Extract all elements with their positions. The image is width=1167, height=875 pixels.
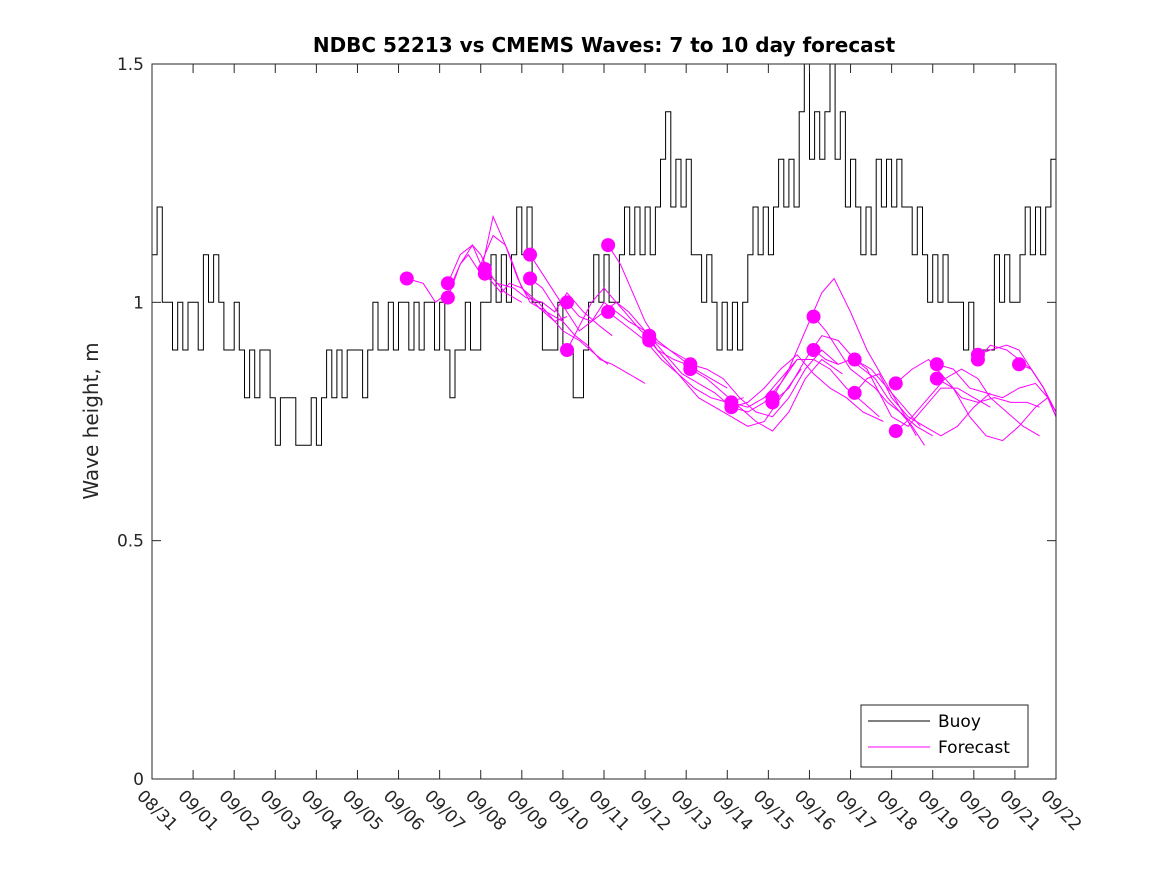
forecast-series-line bbox=[854, 373, 991, 437]
forecast-start-marker bbox=[847, 385, 862, 400]
forecast-start-marker bbox=[440, 276, 455, 291]
forecast-start-marker bbox=[601, 238, 616, 253]
forecast-start-marker bbox=[765, 395, 780, 410]
legend: Buoy Forecast bbox=[860, 704, 1029, 768]
forecast-start-marker bbox=[560, 295, 575, 310]
forecast-series-line bbox=[607, 244, 728, 389]
forecast-series-line bbox=[484, 268, 613, 337]
forecast-series-line bbox=[566, 287, 687, 360]
series-layer bbox=[152, 64, 1056, 446]
forecast-start-marker bbox=[601, 304, 616, 319]
forecast-series-line bbox=[895, 358, 1040, 408]
forecast-series-line bbox=[447, 214, 568, 322]
forecast-series-line bbox=[936, 378, 1056, 442]
y-axis-label: Wave height, m bbox=[79, 342, 103, 499]
forecast-start-marker bbox=[477, 266, 492, 281]
forecast-series-line bbox=[936, 363, 1056, 413]
forecast-start-marker bbox=[523, 271, 538, 286]
forecast-start-markers bbox=[399, 238, 1027, 439]
legend-box bbox=[860, 704, 1029, 768]
forecast-start-marker bbox=[560, 343, 575, 357]
forecast-series-line bbox=[854, 359, 991, 427]
forecast-series-line bbox=[813, 316, 925, 446]
forecast-start-marker bbox=[970, 352, 985, 367]
chart-title: NDBC 52213 vs CMEMS Waves: 7 to 10 day f… bbox=[313, 33, 896, 57]
forecast-series-line bbox=[406, 244, 523, 304]
forecast-start-marker bbox=[806, 309, 821, 324]
buoy-series-line bbox=[152, 64, 1056, 446]
legend-label-buoy: Buoy bbox=[938, 712, 981, 732]
forecast-start-marker bbox=[888, 424, 903, 439]
forecast-start-marker bbox=[929, 357, 944, 372]
plot-area bbox=[152, 64, 1056, 779]
forecast-series-line bbox=[648, 340, 802, 427]
forecast-start-marker bbox=[399, 271, 414, 286]
y-axis: 0 0.5 1 1.5 bbox=[117, 55, 1056, 790]
forecast-start-marker bbox=[523, 247, 538, 262]
forecast-start-marker bbox=[806, 343, 821, 357]
forecast-series-line bbox=[484, 273, 609, 365]
forecast-series-line bbox=[772, 335, 921, 427]
forecast-series-line bbox=[731, 354, 884, 422]
forecast-start-marker bbox=[724, 400, 739, 415]
forecast-series-line bbox=[529, 254, 646, 332]
forecast-start-marker bbox=[642, 333, 657, 348]
forecast-start-marker bbox=[929, 371, 944, 386]
forecast-series-line bbox=[529, 278, 646, 384]
forecast-start-marker bbox=[847, 352, 862, 367]
forecast-series-line bbox=[607, 311, 744, 403]
forecast-series-line bbox=[895, 368, 1040, 437]
forecast-start-marker bbox=[683, 362, 698, 377]
forecast-start-marker bbox=[440, 290, 455, 305]
forecast-start-marker bbox=[1012, 357, 1027, 372]
forecast-series-line bbox=[690, 358, 843, 432]
legend-label-forecast: Forecast bbox=[938, 738, 1010, 758]
y-tick-label: 1 bbox=[133, 293, 144, 313]
y-tick-label: 0 bbox=[133, 770, 144, 790]
y-tick-label: 1.5 bbox=[117, 55, 144, 75]
y-tick-label: 0.5 bbox=[117, 532, 144, 552]
forecast-start-marker bbox=[888, 376, 903, 391]
